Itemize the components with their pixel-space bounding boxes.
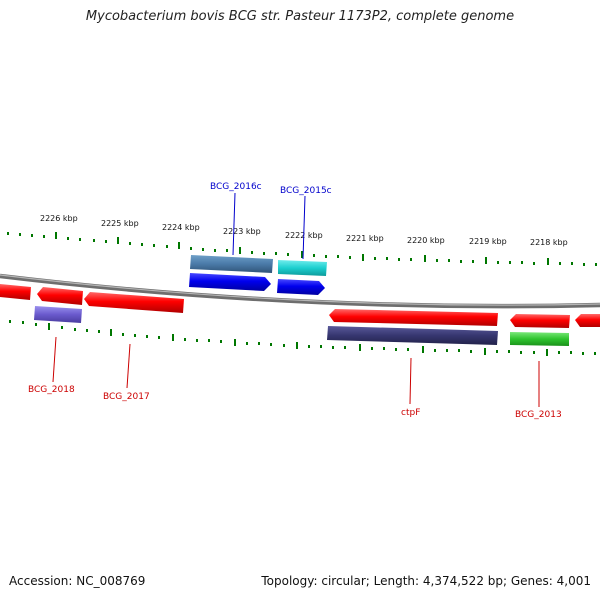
accession-text: Accession: NC_008769 [9,574,146,588]
tick-label: 2223 kbp [223,227,261,236]
tick-label: 2224 kbp [162,223,200,232]
forward-gene-arrow[interactable] [189,273,271,291]
gene-label-bcg-2017[interactable]: BCG_2017 [103,392,150,402]
reverse-gene-arrow[interactable] [510,314,570,328]
outer-tick-ring [7,232,597,266]
inner-tick-ring [9,320,596,356]
ctpf-gene-arrow[interactable] [329,309,498,326]
gene-label-bcg-2015c[interactable]: BCG_2015c [280,186,332,196]
bcg-2018-leader-line [52,336,57,383]
forward-gene-arrow[interactable] [277,279,325,295]
gene-label-bcg-2016c[interactable]: BCG_2016c [210,182,262,192]
tick-label: 2219 kbp [469,237,507,246]
map-title: Mycobacterium bovis BCG str. Pasteur 117… [85,9,515,24]
reverse-gene-arrow[interactable] [0,284,31,300]
tick-label: 2225 kbp [101,219,139,228]
genome-backbone [0,273,600,309]
tick-label: 2218 kbp [530,238,568,247]
bcg-2016c-leader-line [232,192,236,256]
gene-label-bcg-2018[interactable]: BCG_2018 [28,385,75,395]
gene-bcg-2015c-feature[interactable] [278,260,327,276]
tick-label: 2221 kbp [346,234,384,243]
gene-bcg-2016c-feature[interactable] [190,255,273,273]
bcg-2015c-leader-line [302,195,306,260]
reverse-gene-arrow[interactable] [84,292,184,313]
genome-summary-text: Topology: circular; Length: 4,374,522 bp… [261,574,591,588]
gene-label-bcg-2013[interactable]: BCG_2013 [515,410,562,420]
tick-label: 2226 kbp [40,214,78,223]
tick-label: 2220 kbp [407,236,445,245]
reverse-gene-arrow[interactable] [575,314,600,327]
bcg-2017-leader-line [126,343,131,389]
gene-ctpf-feature[interactable] [327,326,498,345]
ctpf-leader-line [409,357,412,405]
gene-label-ctpf[interactable]: ctpF [401,408,420,418]
gene-bcg-2013-feature[interactable] [510,332,569,346]
gene-bcg-2018-feature[interactable] [34,306,82,323]
reverse-gene-arrow[interactable] [37,287,83,305]
